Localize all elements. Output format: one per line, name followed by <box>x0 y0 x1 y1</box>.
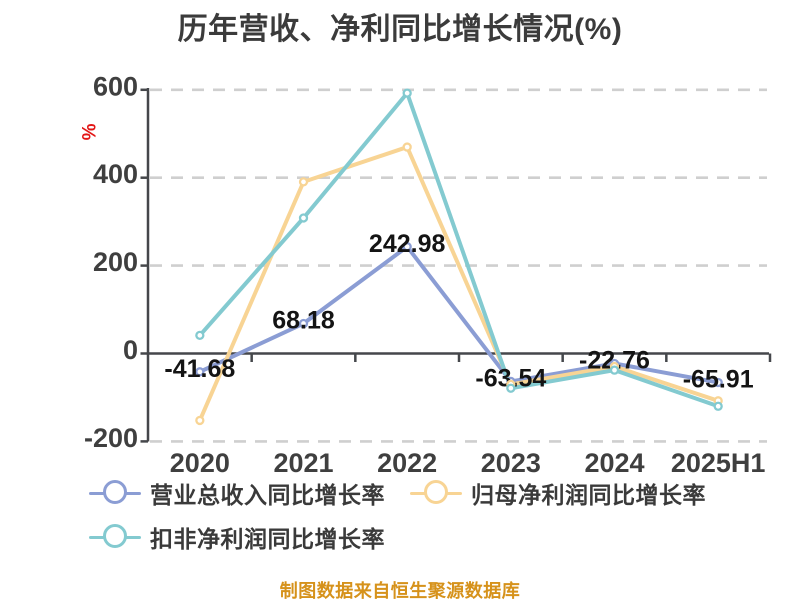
series-2-marker-2020 <box>195 330 205 341</box>
y-tick-label-200: 200 <box>93 247 138 277</box>
x-tick-label-2020: 2020 <box>170 448 230 478</box>
series-2-marker-2022 <box>402 88 412 98</box>
series-2-marker-2021 <box>298 213 309 223</box>
series-1-marker-2022 <box>402 142 412 152</box>
x-tick-label-2021: 2021 <box>273 448 333 478</box>
series-0-marker-2022 <box>402 242 412 252</box>
series-line-2 <box>197 91 721 409</box>
x-tick-label-2022: 2022 <box>377 448 437 478</box>
x-tick-label-2023: 2023 <box>481 448 541 478</box>
legend-label-revenue-growth: 营业总收入同比增长率 <box>150 482 385 508</box>
series-1-marker-2021 <box>298 177 309 187</box>
series-2-marker-2023 <box>506 383 516 393</box>
x-tick-label-2024: 2024 <box>584 448 644 478</box>
data-label-2020: -41.68 <box>164 355 235 383</box>
legend-label-deducted-net-profit-growth: 扣非净利润同比增长率 <box>150 526 385 552</box>
series-1-marker-2020 <box>195 415 205 426</box>
data-label-2022: 242.98 <box>369 230 446 258</box>
legend-marker-net-profit-growth <box>409 480 463 506</box>
series-0-marker-2020 <box>195 367 205 377</box>
chart-title: 历年营收、净利同比增长情况(%) <box>177 13 623 46</box>
series-2-marker-2025H1 <box>713 401 723 411</box>
y-tick-label-0: 0 <box>123 335 138 365</box>
series-0-marker-2021 <box>298 318 309 329</box>
y-tick-label-400: 400 <box>93 159 138 189</box>
y-tick-label-600: 600 <box>93 71 138 101</box>
series-0-marker-2025H1 <box>713 377 723 388</box>
data-source-note: 制图数据来自恒生聚源数据库 <box>279 581 521 601</box>
legend-item-revenue-growth[interactable]: 营业总收入同比增长率 <box>88 480 385 508</box>
data-label-2021: 68.18 <box>272 307 335 335</box>
legend-label-net-profit-growth: 归母净利润同比增长率 <box>471 482 706 508</box>
series-2-marker-2024 <box>609 365 620 375</box>
x-tick-label-2025H1: 2025H1 <box>671 448 766 478</box>
series-line-0 <box>197 244 721 385</box>
data-label-2025H1: -65.91 <box>683 366 754 394</box>
series-line-1 <box>197 145 721 423</box>
legend-marker-revenue-growth <box>88 480 142 506</box>
y-tick-label--200: -200 <box>84 423 138 453</box>
legend-item-net-profit-growth[interactable]: 归母净利润同比增长率 <box>409 480 706 508</box>
legend-marker-deducted-net-profit-growth <box>88 524 142 550</box>
legend-item-deducted-net-profit-growth[interactable]: 扣非净利润同比增长率 <box>88 524 385 552</box>
